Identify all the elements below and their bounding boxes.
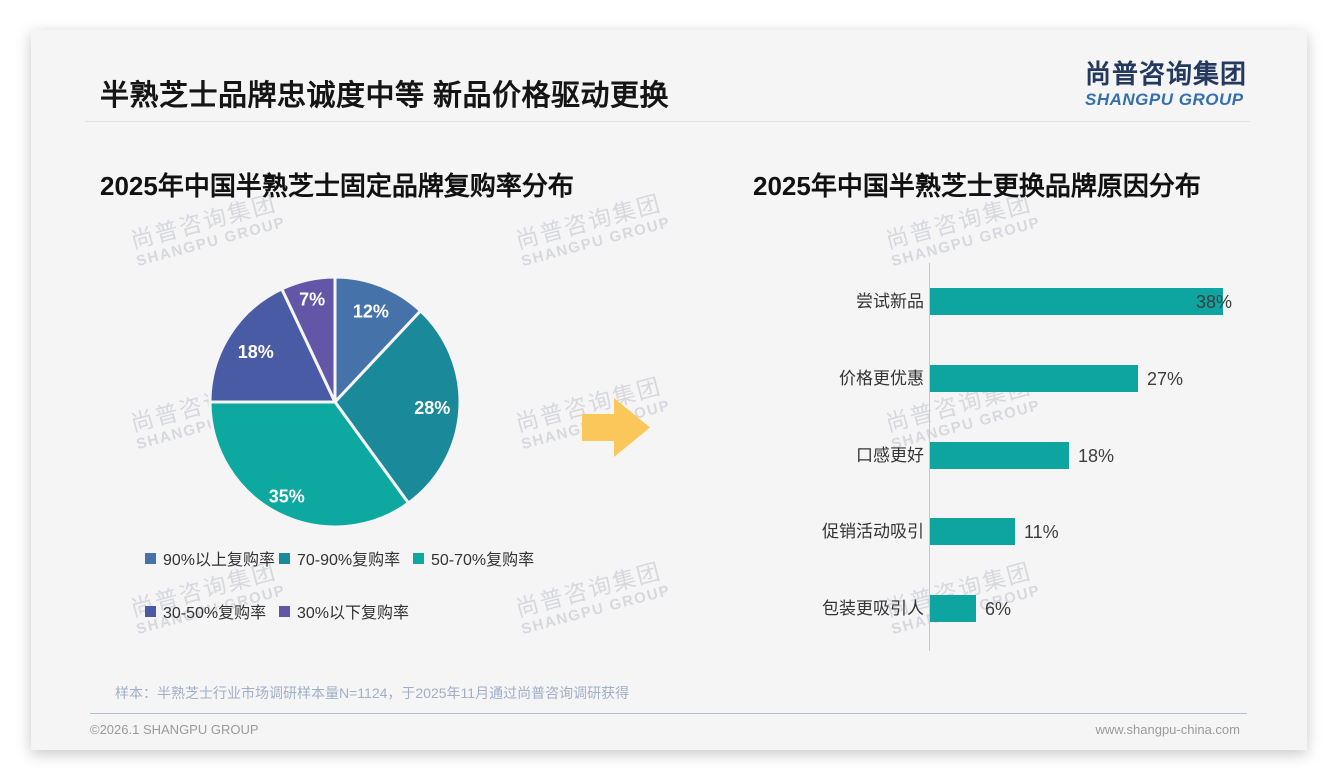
legend-swatch-icon	[413, 552, 424, 564]
pie-legend: 90%以上复购率 70-90%复购率 50-70%复购率 30-50%复购率 30%以下…	[145, 546, 605, 638]
bar-chart-axis	[929, 263, 930, 651]
legend-swatch-icon	[279, 552, 290, 564]
bar-value-label: 18%	[1078, 445, 1115, 466]
bar-value-label: 6%	[985, 599, 1012, 620]
legend-label: 30%以下复购率	[297, 605, 410, 622]
bar	[930, 288, 1223, 315]
sample-note: 样本：半熟芝士行业市场调研样本量N=1124，于2025年11月通过尚普咨询调研…	[115, 685, 630, 701]
pie-slice-3	[208, 287, 337, 404]
legend-swatch-icon	[145, 552, 156, 564]
legend-item-1: 70-90%复购率	[279, 546, 400, 570]
legend-label: 90%以上复购率	[163, 552, 276, 569]
bar-row-2: 口感更好 18%	[790, 441, 1295, 470]
legend-label: 70-90%复购率	[297, 552, 401, 569]
legend-item-2: 50-70%复购率	[413, 546, 534, 570]
footer-website: www.shangpu-china.com	[1095, 722, 1240, 737]
bar	[930, 441, 1069, 469]
bar-category-label: 包装更吸引人	[822, 599, 924, 619]
logo: 尚普咨询集团 SHANGPU GROUP	[1085, 54, 1247, 110]
bar	[930, 364, 1138, 392]
pie-chart: 12% 28% 35% 18% 7%	[208, 275, 462, 529]
logo-cn-text: 尚普咨询集团	[1085, 59, 1248, 89]
bar-value-label: 11%	[1024, 522, 1059, 543]
bar	[930, 595, 976, 623]
bar-row-4: 包装更吸引人 6%	[790, 595, 1295, 623]
logo-en-text: SHANGPU GROUP	[1085, 90, 1244, 109]
pie-slice-2	[208, 400, 410, 529]
pie-slice-value-label: 12%	[353, 301, 389, 321]
bar-row-3: 促销活动吸引 11%	[790, 518, 1295, 546]
bar-category-label: 尝试新品	[856, 292, 924, 311]
pie-slice-4	[280, 275, 337, 404]
legend-item-4: 30%以下复购率	[279, 599, 409, 623]
bar-value-label: 38%	[1196, 292, 1233, 312]
legend-swatch-icon	[145, 605, 156, 617]
report-slide: 尚普咨询集团 SHANGPU GROUP 尚普咨询集团 SHANGPU GROUP 尚普…	[31, 30, 1307, 750]
pie-slice-value-label: 35%	[269, 487, 305, 507]
bar-category-label: 促销活动吸引	[822, 522, 924, 542]
footer-copyright: ©2026.1 SHANGPU GROUP	[90, 722, 259, 737]
footer-divider	[90, 713, 1247, 714]
bar-value-label: 27%	[1147, 368, 1184, 389]
pie-slice-value-label: 7%	[299, 290, 325, 310]
legend-item-3: 30-50%复购率	[145, 599, 266, 623]
bar-row-0: 尝试新品 38%	[790, 288, 1295, 316]
legend-item-0: 90%以上复购率	[145, 546, 275, 570]
pie-slice-0	[333, 275, 423, 404]
pie-slice-value-label: 18%	[238, 342, 274, 362]
title-divider	[85, 121, 1250, 122]
arrow-right-icon	[582, 398, 650, 457]
pie-slice-value-label: 28%	[414, 398, 450, 418]
bar	[930, 518, 1015, 546]
pie-chart-title: 2025年中国半熟芝士固定品牌复购率分布	[100, 171, 574, 201]
bar-chart-title: 2025年中国半熟芝士更换品牌原因分布	[753, 171, 1201, 201]
bar-category-label: 价格更优惠	[839, 368, 924, 388]
legend-label: 30-50%复购率	[163, 605, 267, 622]
legend-swatch-icon	[279, 605, 290, 617]
pie-slice-1	[333, 309, 462, 505]
bar-chart: 尝试新品 38% 价格更优惠 27% 口感更好 18% 促销活动吸引 11% 包装更吸引人 6%	[790, 263, 1295, 655]
arrow-shape	[582, 398, 650, 457]
bar-category-label: 口感更好	[856, 445, 924, 465]
legend-label: 50-70%复购率	[431, 552, 535, 569]
bar-row-1: 价格更优惠 27%	[790, 364, 1295, 393]
page-title: 半熟芝士品牌忠诚度中等 新品价格驱动更换	[100, 80, 670, 112]
